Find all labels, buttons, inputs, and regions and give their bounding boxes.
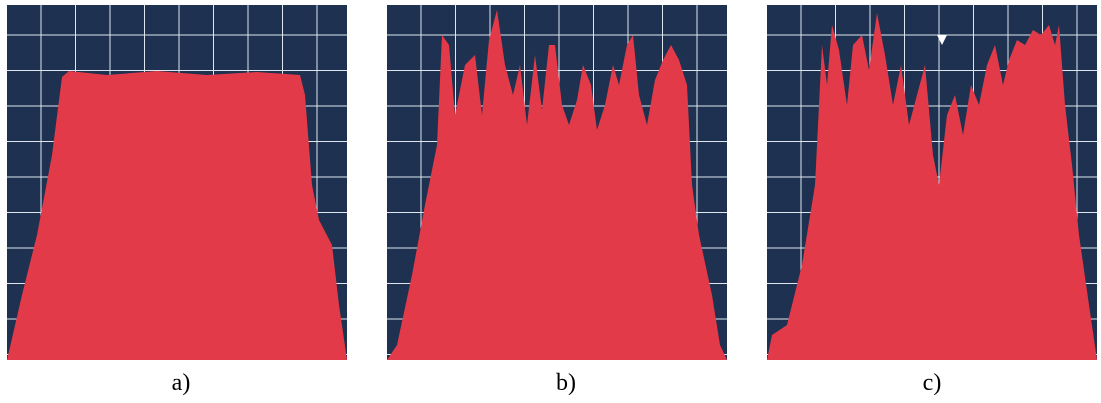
spectrum xyxy=(767,13,1097,360)
screen-b xyxy=(387,5,727,360)
panel-label: c) xyxy=(922,370,942,396)
marker xyxy=(937,35,947,45)
spectrum xyxy=(387,10,727,360)
screen-c xyxy=(767,5,1097,360)
screen-a xyxy=(7,5,347,360)
panel-label: a) xyxy=(171,370,191,396)
spectrum xyxy=(7,71,347,360)
panel-label: b) xyxy=(556,370,576,396)
